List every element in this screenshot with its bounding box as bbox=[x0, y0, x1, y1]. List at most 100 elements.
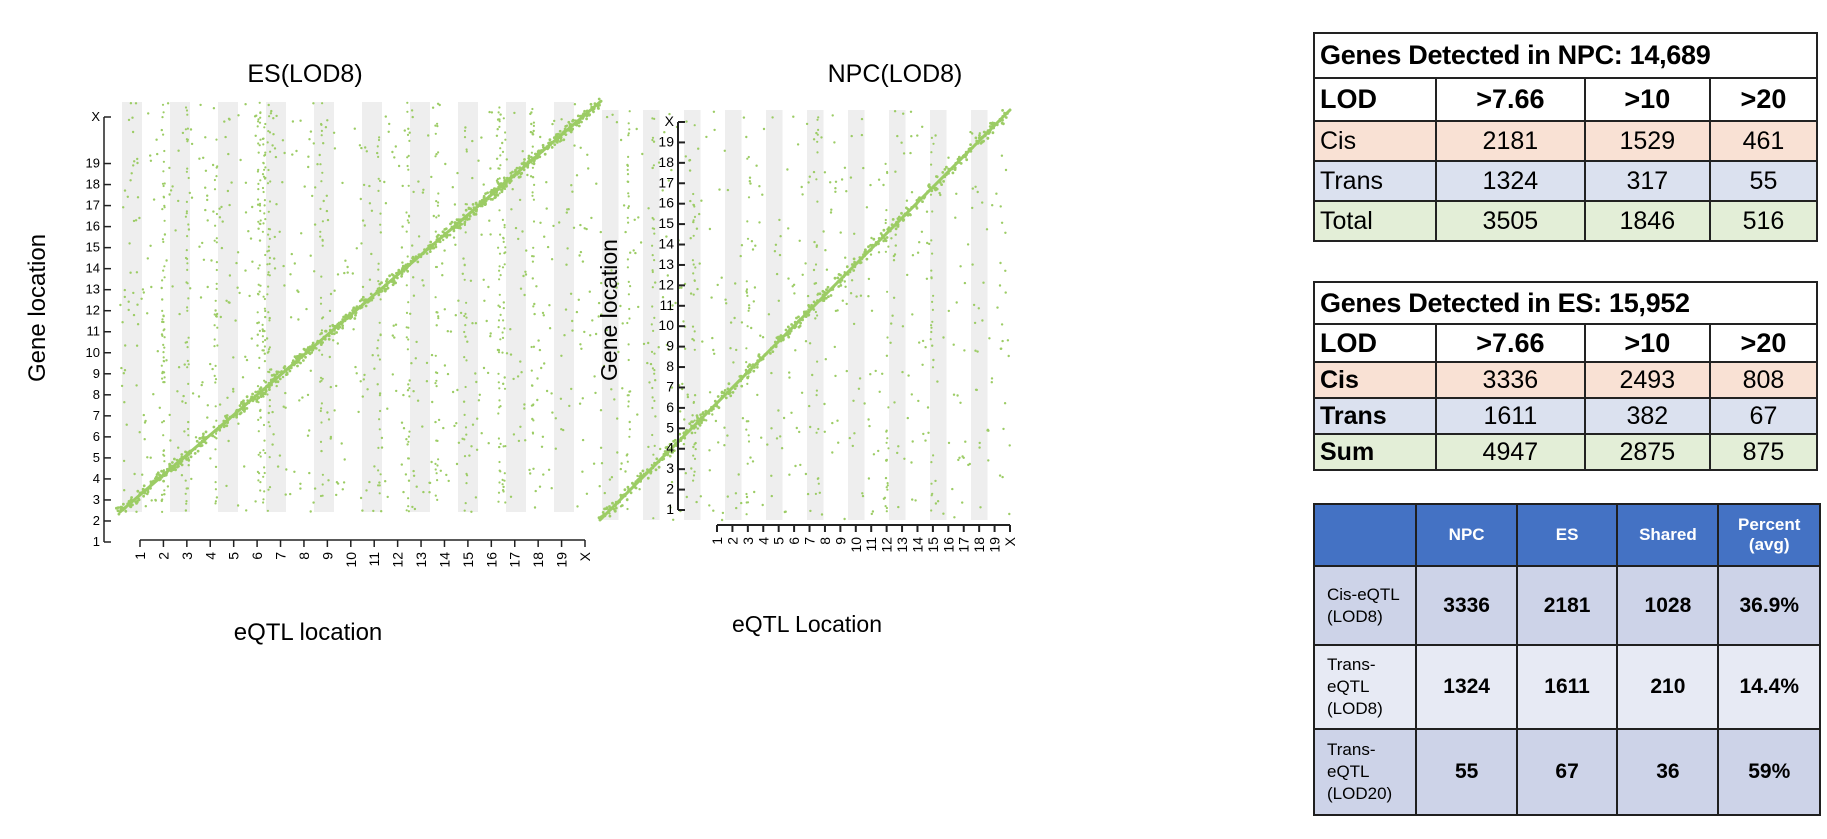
scatter-point bbox=[194, 436, 198, 439]
scatter-point bbox=[721, 511, 725, 515]
scatter-point bbox=[924, 346, 927, 349]
scatter-point bbox=[732, 361, 735, 364]
scatter-point bbox=[805, 122, 809, 126]
scatter-point bbox=[123, 401, 126, 404]
scatter-point bbox=[888, 229, 892, 233]
scatter-point bbox=[225, 424, 229, 428]
scatter-point bbox=[806, 294, 810, 298]
scatter-point bbox=[697, 422, 701, 426]
scatter-point bbox=[480, 432, 483, 435]
scatter-point bbox=[599, 446, 603, 449]
scatter-point bbox=[637, 216, 640, 219]
scatter-point bbox=[1006, 339, 1010, 342]
scatter-point bbox=[283, 151, 286, 155]
scatter-point bbox=[573, 103, 577, 106]
y-tick-label: 1 bbox=[666, 501, 674, 517]
scatter-point bbox=[977, 307, 980, 310]
scatter-point bbox=[273, 257, 276, 260]
y-tick-label: X bbox=[665, 113, 675, 129]
scatter-point bbox=[931, 320, 934, 323]
scatter-point bbox=[258, 329, 261, 332]
scatter-point bbox=[163, 182, 166, 185]
scatter-point bbox=[638, 488, 641, 491]
scatter-point bbox=[379, 231, 382, 234]
scatter-point bbox=[496, 193, 500, 197]
scatter-point bbox=[708, 504, 711, 507]
scatter-point bbox=[756, 393, 759, 397]
scatter-point bbox=[309, 369, 312, 372]
scatter-point bbox=[567, 129, 571, 132]
scatter-point bbox=[746, 325, 749, 328]
scatter-point bbox=[530, 369, 533, 372]
scatter-point bbox=[708, 391, 712, 394]
scatter-point bbox=[284, 369, 288, 372]
scatter-point bbox=[804, 340, 808, 343]
scatter-point bbox=[299, 487, 302, 490]
scatter-point bbox=[533, 183, 536, 186]
x-tick-label: 5 bbox=[771, 537, 787, 545]
scatter-point bbox=[437, 201, 440, 204]
scatter-point bbox=[122, 502, 125, 506]
scatter-point bbox=[116, 509, 120, 513]
scatter-point bbox=[351, 272, 354, 275]
scatter-point bbox=[261, 186, 265, 190]
scatter-point bbox=[291, 120, 295, 123]
scatter-point bbox=[629, 285, 632, 288]
scatter-point bbox=[259, 138, 262, 141]
table-header-cell: >10 bbox=[1583, 77, 1711, 122]
scatter-point bbox=[168, 413, 171, 417]
scatter-point bbox=[151, 482, 155, 486]
scatter-point bbox=[514, 170, 517, 174]
x-tick-label: 3 bbox=[740, 537, 756, 545]
scatter-point bbox=[220, 423, 224, 427]
scatter-point bbox=[884, 162, 887, 165]
scatter-point bbox=[274, 378, 278, 381]
scatter-point bbox=[522, 168, 526, 172]
scatter-point bbox=[161, 309, 164, 312]
scatter-point bbox=[796, 143, 800, 146]
scatter-point bbox=[316, 163, 319, 166]
scatter-point bbox=[853, 260, 856, 264]
scatter-point bbox=[693, 394, 697, 397]
scatter-point bbox=[1000, 154, 1004, 157]
scatter-point bbox=[931, 300, 934, 303]
scatter-point bbox=[503, 178, 507, 182]
scatter-point bbox=[428, 250, 432, 254]
scatter-point bbox=[486, 371, 490, 375]
scatter-point bbox=[263, 329, 266, 333]
scatter-point bbox=[259, 481, 262, 484]
scatter-point bbox=[495, 179, 499, 182]
scatter-point bbox=[126, 502, 130, 505]
scatter-point bbox=[578, 254, 581, 257]
scatter-point bbox=[747, 440, 751, 443]
scatter-point bbox=[308, 471, 311, 475]
scatter-point bbox=[650, 323, 653, 326]
x-tick-label: 5 bbox=[226, 552, 242, 560]
scatter-point bbox=[521, 150, 524, 153]
scatter-point bbox=[130, 172, 133, 175]
npc-chromosome-bands bbox=[602, 110, 988, 520]
scatter-point bbox=[258, 239, 262, 242]
scatter-point bbox=[581, 438, 585, 442]
x-tick-label: 9 bbox=[319, 552, 335, 560]
scatter-point bbox=[553, 119, 556, 123]
scatter-point bbox=[957, 155, 961, 159]
scatter-point bbox=[281, 181, 284, 184]
scatter-point bbox=[945, 165, 948, 169]
table-row: Cis 2181 1529 461 bbox=[1313, 120, 1819, 162]
scatter-point bbox=[918, 341, 921, 344]
scatter-point bbox=[942, 180, 945, 183]
scatter-point bbox=[273, 267, 277, 270]
scatter-point bbox=[319, 207, 322, 210]
scatter-point bbox=[978, 446, 981, 449]
scatter-point bbox=[226, 419, 229, 423]
scatter-point bbox=[436, 479, 439, 482]
scatter-point bbox=[267, 210, 270, 213]
scatter-point bbox=[902, 112, 905, 115]
scatter-point bbox=[160, 475, 164, 478]
scatter-point bbox=[168, 463, 172, 467]
scatter-point bbox=[264, 315, 267, 319]
scatter-point bbox=[930, 482, 933, 485]
scatter-point bbox=[807, 308, 811, 312]
scatter-point bbox=[871, 510, 875, 513]
